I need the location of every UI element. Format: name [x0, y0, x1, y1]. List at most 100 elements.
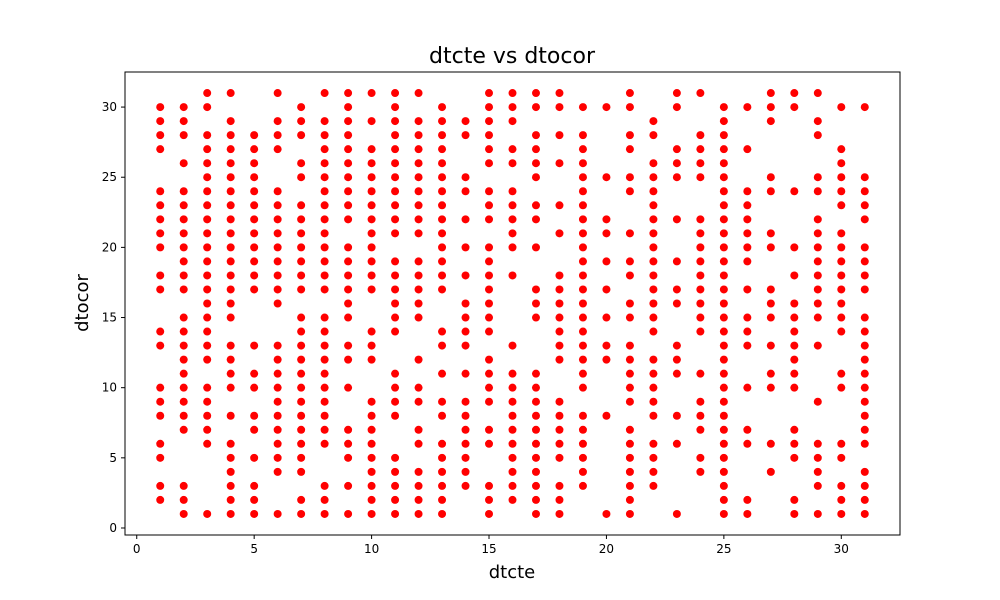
data-point: [508, 145, 517, 154]
x-axis-label: dtcte: [489, 562, 536, 583]
data-point: [226, 271, 235, 280]
data-point: [250, 187, 259, 196]
data-point: [485, 355, 494, 364]
data-point: [578, 271, 587, 280]
data-point: [578, 411, 587, 420]
data-point: [156, 439, 165, 448]
data-point: [203, 215, 212, 224]
data-point: [391, 453, 400, 462]
data-point: [790, 383, 799, 392]
data-point: [508, 271, 517, 280]
data-point: [203, 229, 212, 238]
data-point: [156, 341, 165, 350]
data-point: [766, 467, 775, 476]
data-point: [438, 327, 447, 336]
data-point: [297, 509, 306, 518]
data-point: [719, 229, 728, 238]
data-point: [344, 425, 353, 434]
data-point: [226, 453, 235, 462]
data-point: [414, 467, 423, 476]
data-point: [625, 383, 634, 392]
data-point: [531, 201, 540, 210]
data-point: [837, 383, 846, 392]
data-point: [860, 173, 869, 182]
data-point: [226, 187, 235, 196]
data-point: [414, 89, 423, 98]
data-point: [344, 481, 353, 490]
data-point: [250, 145, 259, 154]
data-point: [719, 495, 728, 504]
data-point: [461, 425, 470, 434]
data-point: [414, 425, 423, 434]
data-point: [743, 229, 752, 238]
data-point: [461, 131, 470, 140]
data-point: [414, 131, 423, 140]
data-point: [297, 103, 306, 112]
data-point: [625, 187, 634, 196]
data-point: [743, 383, 752, 392]
data-point: [743, 201, 752, 210]
data-point: [414, 355, 423, 364]
data-point: [860, 495, 869, 504]
data-point: [790, 243, 799, 252]
data-point: [297, 173, 306, 182]
data-point: [860, 243, 869, 252]
data-point: [766, 439, 775, 448]
data-point: [391, 383, 400, 392]
data-point: [766, 89, 775, 98]
data-point: [156, 243, 165, 252]
data-point: [179, 355, 188, 364]
data-point: [414, 145, 423, 154]
data-point: [438, 481, 447, 490]
data-point: [625, 397, 634, 406]
data-point: [696, 159, 705, 168]
data-point: [203, 131, 212, 140]
data-point: [837, 481, 846, 490]
data-point: [250, 173, 259, 182]
data-point: [555, 495, 564, 504]
data-point: [320, 271, 329, 280]
data-point: [649, 187, 658, 196]
data-point: [837, 103, 846, 112]
data-point: [367, 257, 376, 266]
data-point: [766, 341, 775, 350]
data-point: [625, 131, 634, 140]
data-point: [367, 481, 376, 490]
data-point: [531, 397, 540, 406]
data-point: [578, 481, 587, 490]
data-point: [837, 243, 846, 252]
data-point: [391, 89, 400, 98]
data-point: [250, 257, 259, 266]
data-point: [531, 411, 540, 420]
data-point: [837, 257, 846, 266]
data-point: [391, 173, 400, 182]
data-point: [203, 313, 212, 322]
data-point: [719, 425, 728, 434]
data-point: [250, 243, 259, 252]
data-point: [649, 411, 658, 420]
data-point: [672, 411, 681, 420]
data-point: [297, 397, 306, 406]
data-point: [344, 299, 353, 308]
data-point: [555, 285, 564, 294]
data-point: [578, 159, 587, 168]
chart-title: dtcte vs dtocor: [429, 44, 596, 69]
data-point: [203, 173, 212, 182]
data-point: [719, 341, 728, 350]
y-tick-label: 30: [102, 100, 117, 114]
data-point: [508, 341, 517, 350]
data-point: [555, 439, 564, 448]
data-point: [531, 509, 540, 518]
data-point: [250, 201, 259, 210]
data-point: [156, 103, 165, 112]
data-point: [743, 439, 752, 448]
data-point: [837, 159, 846, 168]
data-point: [531, 173, 540, 182]
data-point: [860, 355, 869, 364]
data-point: [179, 271, 188, 280]
data-point: [625, 369, 634, 378]
data-point: [320, 215, 329, 224]
data-point: [719, 243, 728, 252]
data-point: [813, 313, 822, 322]
